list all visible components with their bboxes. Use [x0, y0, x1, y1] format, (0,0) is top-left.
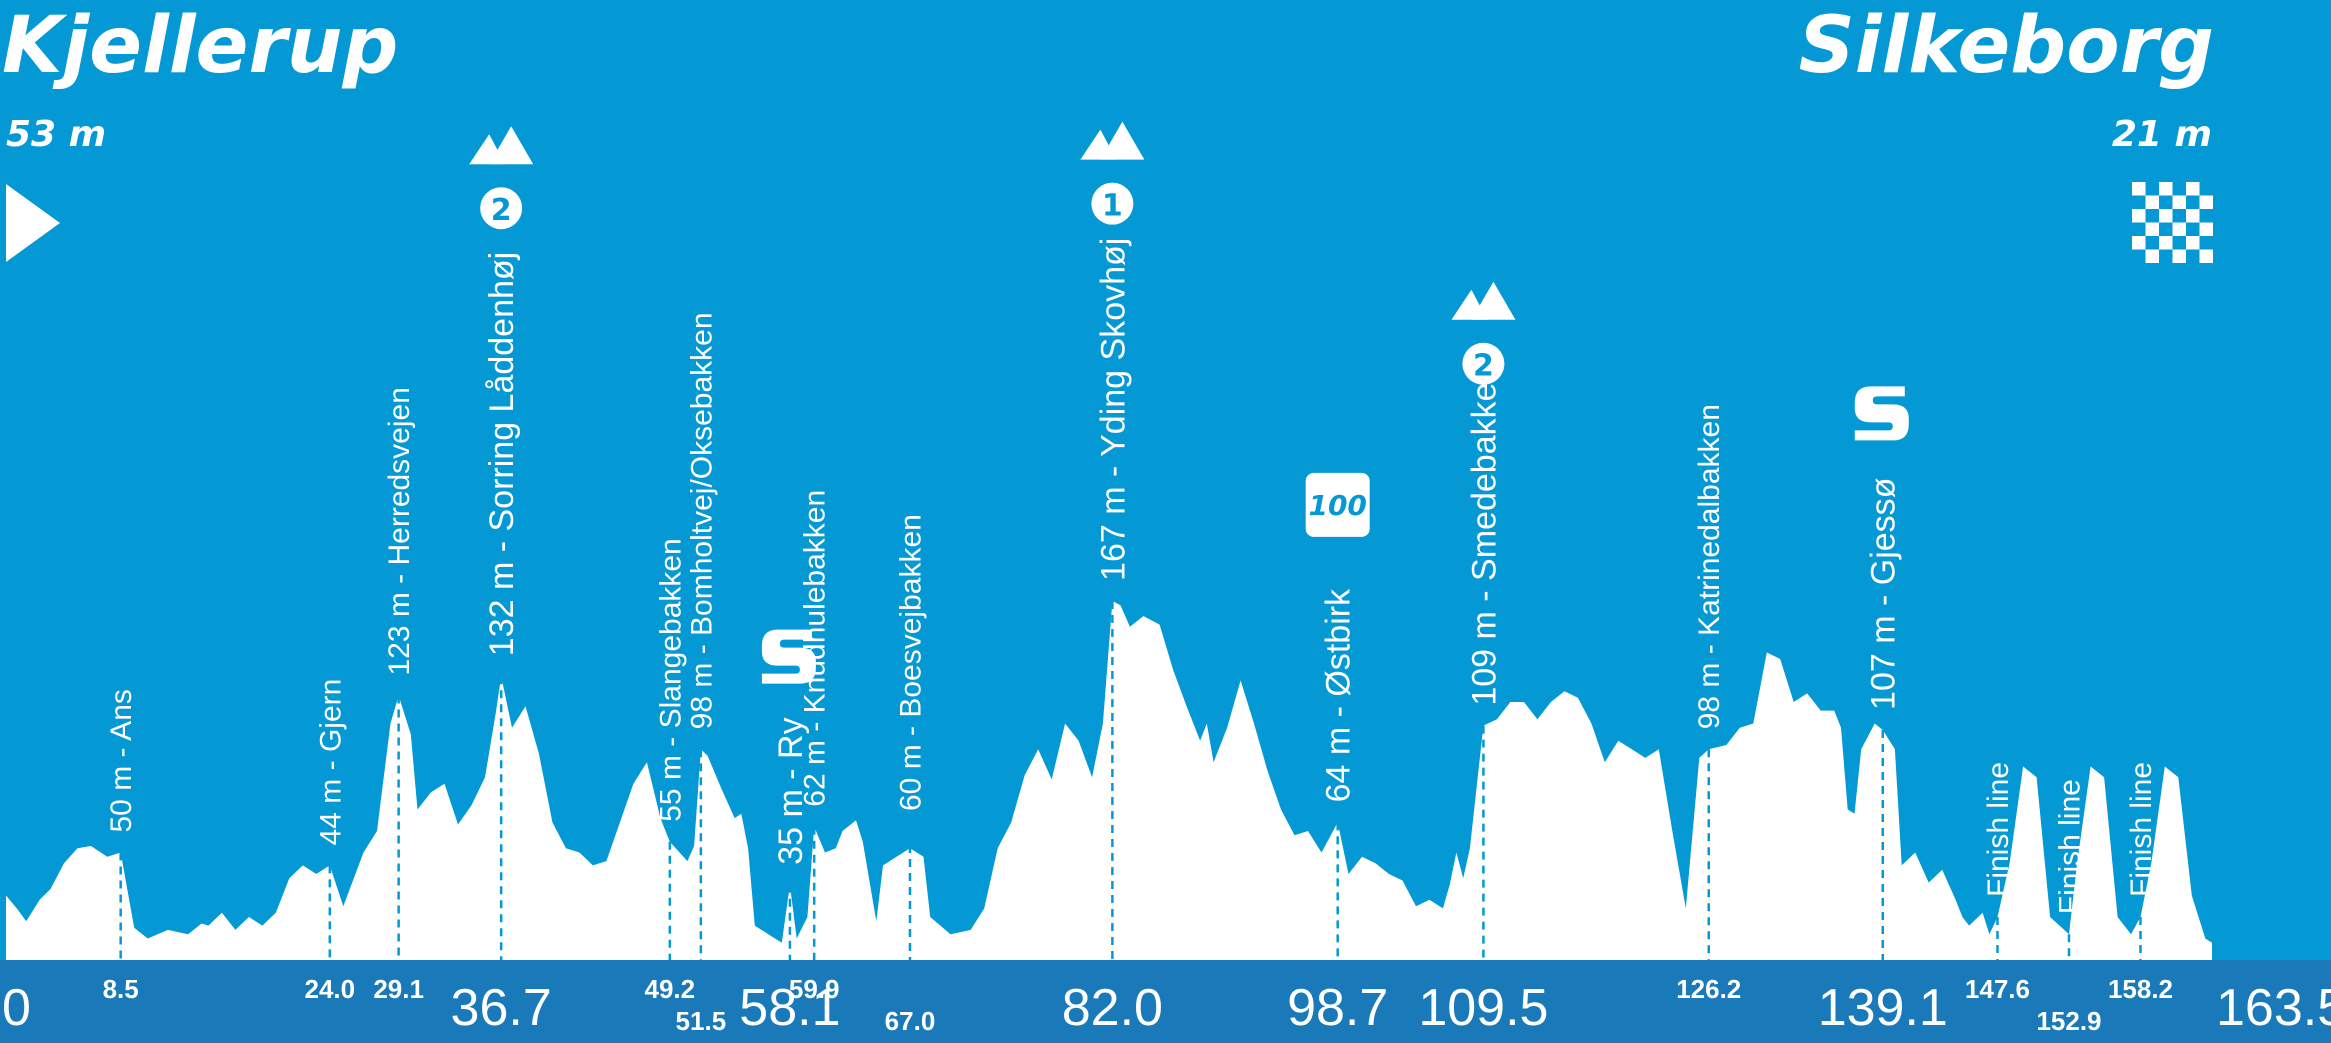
- start-town-name: Kjellerup: [2, 1, 398, 91]
- distance-tick-label: 147.6: [1965, 974, 2030, 1004]
- marker-label: 60 m - Boesvejbakken: [894, 514, 927, 811]
- marker-label: 107 m - Gjessø: [1865, 478, 1903, 710]
- marker-label: 123 m - Herredsvejen: [383, 387, 416, 675]
- marker-label: Finish line: [2125, 762, 2158, 897]
- distance-tick-label: 158.2: [2108, 974, 2173, 1004]
- marker-label: Finish line: [1982, 762, 2015, 897]
- distance-tick-label: 59.9: [789, 974, 840, 1004]
- marker-label: 98 m - Katrinedalbakken: [1693, 404, 1726, 729]
- marker-label: 44 m - Gjern: [314, 679, 347, 846]
- marker-label: 35 m - Ry: [772, 717, 810, 864]
- start-elevation: 53 m: [6, 114, 106, 155]
- distance-tick-label: 58.1: [739, 979, 840, 1037]
- marker-label: 50 m - Ans: [105, 689, 138, 832]
- kom-category-number: 1: [1102, 189, 1123, 224]
- start-arrow-icon: [6, 184, 60, 262]
- finish-flag-icon: [2132, 182, 2213, 263]
- bonus-icon-text: 100: [1308, 489, 1366, 522]
- marker-label: 98 m - Bomholtvej/Oksebakken: [685, 312, 718, 729]
- marker-label: Finish line: [2053, 779, 2086, 914]
- distance-tick-label: 51.5: [676, 1006, 727, 1036]
- kom-category-number: 2: [1473, 349, 1494, 384]
- distance-tick-label: 163.5: [2216, 979, 2331, 1037]
- distance-tick-label: 24.0: [305, 974, 356, 1004]
- marker-label: 64 m - Østbirk: [1320, 588, 1358, 802]
- intermediate-sprint-icon: [761, 629, 816, 684]
- distance-tick-label: 139.1: [1818, 979, 1948, 1037]
- marker-label: 167 m - Yding Skovhøj: [1094, 238, 1132, 581]
- kom-category-2-icon: 2: [469, 126, 534, 230]
- kom-category-number: 2: [491, 193, 512, 228]
- kom-category-2-icon: 2: [1451, 281, 1516, 385]
- distance-tick-label: 29.1: [373, 974, 424, 1004]
- marker-label: 109 m - Smedebakken: [1465, 364, 1503, 706]
- bonus-seconds-icon: 100: [1305, 472, 1370, 537]
- intermediate-sprint-icon: [1854, 386, 1909, 441]
- distance-tick-label: 0: [2, 979, 31, 1037]
- finish-town-name: Silkeborg: [1799, 1, 2214, 91]
- distance-tick-label: 152.9: [2036, 1006, 2101, 1036]
- distance-tick-label: 126.2: [1676, 974, 1741, 1004]
- marker-label: 62 m - Knudhulebakken: [799, 490, 832, 807]
- elevation-profile-area: [6, 601, 2212, 960]
- marker-label: 55 m - Slangebakken: [654, 538, 687, 822]
- distance-tick-label: 8.5: [103, 974, 139, 1004]
- distance-tick-label: 36.7: [451, 979, 552, 1037]
- distance-axis-band: [0, 960, 2331, 1043]
- marker-label: 132 m - Sorring Låddenhøj: [483, 252, 521, 656]
- distance-tick-label: 49.2: [645, 974, 696, 1004]
- kom-category-1-icon: 1: [1080, 121, 1145, 225]
- distance-tick-label: 82.0: [1062, 979, 1163, 1037]
- distance-tick-label: 98.7: [1287, 979, 1388, 1037]
- distance-tick-label: 67.0: [885, 1006, 936, 1036]
- finish-elevation: 21 m: [2112, 114, 2212, 155]
- distance-tick-label: 109.5: [1418, 979, 1548, 1037]
